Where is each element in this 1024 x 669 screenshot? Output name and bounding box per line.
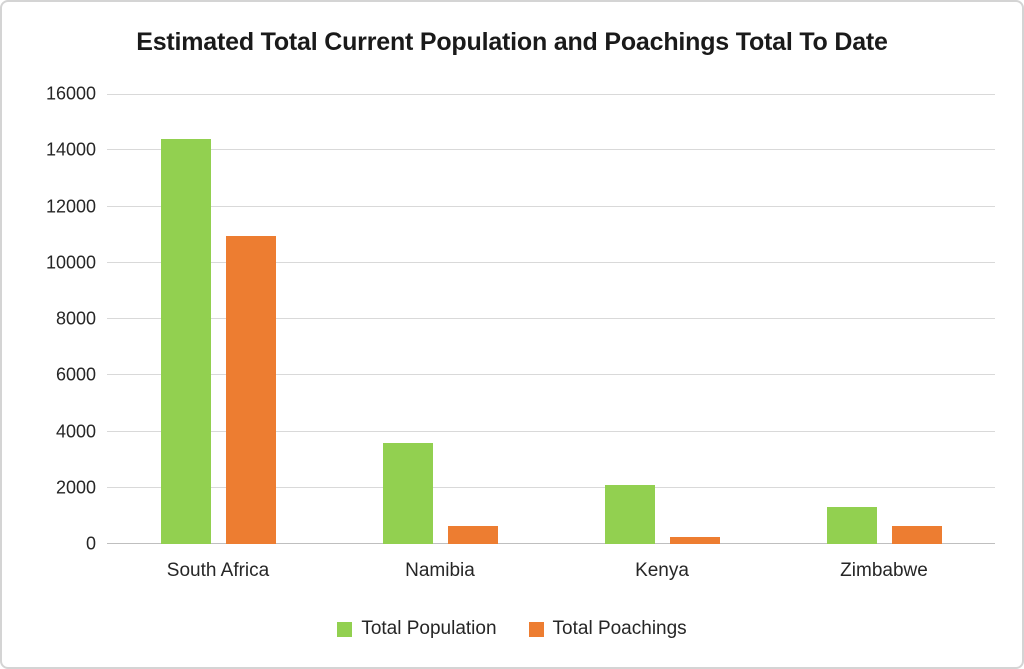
- plot-area: [107, 94, 995, 544]
- gridline: [107, 205, 995, 207]
- bar-total-population-south-africa: [160, 139, 211, 544]
- bar-total-population-zimbabwe: [826, 506, 877, 544]
- x-category-label: Namibia: [405, 560, 475, 581]
- legend-swatch-icon: [337, 621, 353, 637]
- bar-total-poachings-zimbabwe: [891, 525, 942, 544]
- y-tick-label: 0: [85, 533, 96, 554]
- y-tick-label: 2000: [55, 477, 96, 498]
- gridline: [107, 486, 995, 488]
- y-tick-label: 6000: [55, 364, 96, 385]
- legend-label: Total Poachings: [552, 618, 687, 639]
- gridline: [107, 94, 995, 95]
- gridline: [107, 261, 995, 263]
- x-axis-line: [107, 543, 995, 544]
- y-tick-label: 4000: [55, 421, 96, 441]
- chart-title: Estimated Total Current Population and P…: [136, 28, 888, 56]
- gridline: [107, 318, 995, 319]
- y-tick-label: 12000: [45, 196, 96, 216]
- x-category-label: Zimbabwe: [840, 560, 928, 581]
- y-tick-label: 8000: [55, 308, 96, 329]
- gridline: [107, 374, 995, 376]
- y-tick-label: 10000: [45, 252, 96, 273]
- bar-total-population-namibia: [382, 442, 433, 544]
- y-tick-label: 16000: [45, 83, 96, 104]
- y-tick-label: 14000: [45, 139, 96, 160]
- x-axis: South Africa Namibia Kenya Zimbabwe: [107, 560, 995, 586]
- y-axis: 0 2000 4000 6000 8000 10000 12000 14000 16000: [2, 84, 96, 554]
- legend-item-total-population: Total Population: [337, 618, 497, 640]
- bar-total-poachings-kenya: [669, 537, 720, 544]
- legend-item-total-poachings: Total Poachings: [528, 618, 687, 640]
- bar-total-poachings-south-africa: [225, 236, 276, 544]
- legend: Total Population Total Poachings: [2, 618, 1022, 640]
- gridline: [107, 149, 995, 151]
- bar-total-population-kenya: [604, 484, 655, 544]
- gridline: [107, 430, 995, 432]
- x-category-label: South Africa: [166, 560, 270, 581]
- x-category-label: Kenya: [635, 560, 689, 581]
- legend-label: Total Population: [361, 618, 497, 639]
- legend-swatch-icon: [528, 621, 544, 637]
- bar-total-poachings-namibia: [447, 526, 498, 544]
